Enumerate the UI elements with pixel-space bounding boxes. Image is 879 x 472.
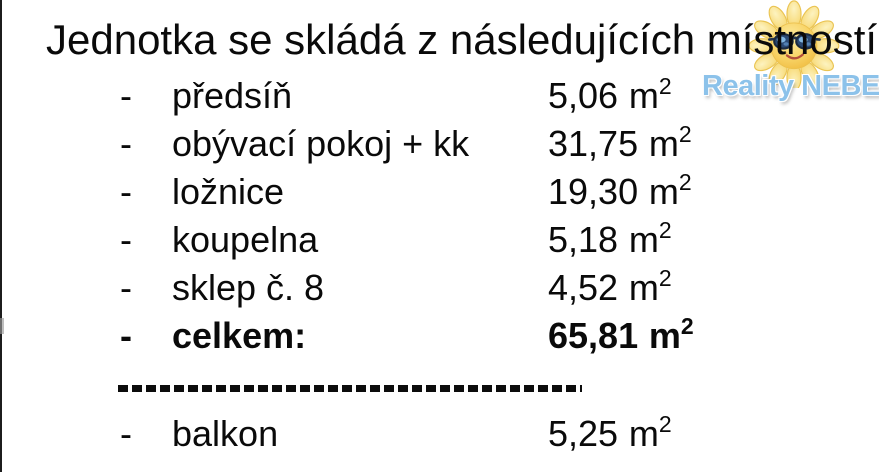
room-area: 19,30 m2 xyxy=(548,169,692,212)
bullet-dash: - xyxy=(120,171,132,212)
sun-with-sunglasses-icon xyxy=(748,0,840,88)
scan-left-border xyxy=(0,0,2,472)
room-area: 31,75 m2 xyxy=(548,121,692,164)
bullet-dash: - xyxy=(120,219,132,260)
room-name: obývací pokoj + kk xyxy=(172,123,470,164)
room-name: ložnice xyxy=(172,171,285,212)
bullet-dash: - xyxy=(120,267,132,308)
room-area: 5,18 m2 xyxy=(548,217,672,260)
bullet-dash: - xyxy=(120,413,132,454)
sun-smile xyxy=(785,53,804,60)
page-title: Jednotka se skládá z následujících místn… xyxy=(46,16,879,63)
room-name: sklep č. 8 xyxy=(172,267,325,308)
brand-watermark-text: Reality NEBE xyxy=(702,70,879,102)
room-name: balkon xyxy=(172,413,279,454)
bullet-dash: - xyxy=(120,75,132,116)
room-name: koupelna xyxy=(172,219,319,260)
room-name: předsíň xyxy=(172,75,293,116)
sunglasses-icon xyxy=(768,33,821,50)
room-area: 5,25 m2 xyxy=(548,411,672,454)
dashed-separator xyxy=(118,385,582,392)
sun-cheek xyxy=(802,51,807,55)
total-area: 65,81 m2 xyxy=(548,313,694,356)
bullet-dash: - xyxy=(120,315,132,356)
room-area: 4,52 m2 xyxy=(548,265,672,308)
total-label: celkem: xyxy=(172,315,307,356)
scan-artifact xyxy=(0,318,4,334)
bullet-dash: - xyxy=(120,123,132,164)
sun-cheek xyxy=(783,51,788,55)
room-area: 5,06 m2 xyxy=(548,73,672,116)
